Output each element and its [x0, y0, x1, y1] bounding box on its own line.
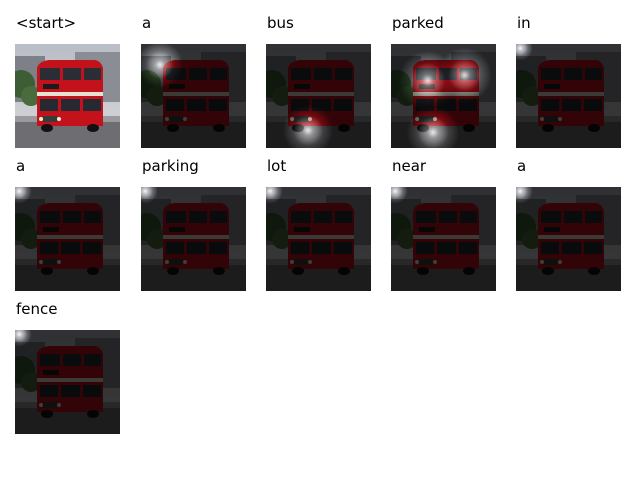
attention-heatmap-image: [516, 187, 621, 291]
caption-word: a: [142, 14, 152, 32]
attention-heatmap-image: [141, 187, 246, 291]
caption-word: near: [392, 157, 427, 175]
attention-spot: [448, 58, 481, 92]
attention-spot: [15, 330, 27, 342]
attention-overlay: [141, 187, 246, 291]
attention-heatmap-image: [141, 44, 246, 148]
caption-word: <start>: [16, 14, 77, 32]
caption-word: in: [517, 14, 531, 32]
caption-word: parked: [392, 14, 444, 32]
attention-heatmap-image: [15, 44, 120, 148]
attention-overlay: [266, 187, 371, 291]
attention-heatmap-image: [391, 44, 496, 148]
attention-spot: [516, 44, 528, 56]
attention-spot: [417, 116, 449, 148]
attention-spot: [15, 187, 27, 199]
attention-spot: [141, 187, 153, 199]
bus: [37, 60, 103, 132]
attention-overlay: [516, 187, 621, 291]
tree: [21, 86, 41, 106]
caption-word: lot: [267, 157, 287, 175]
attention-heatmap-image: [266, 187, 371, 291]
attention-spot: [292, 115, 324, 146]
attention-spot: [266, 187, 278, 199]
attention-overlay: [15, 187, 120, 291]
attention-heatmap-image: [15, 187, 120, 291]
caption-word: a: [517, 157, 527, 175]
attention-overlay: [516, 44, 621, 148]
caption-word: parking: [142, 157, 199, 175]
attention-spot: [410, 62, 446, 99]
attention-spot: [516, 187, 528, 199]
attention-heatmap-image: [391, 187, 496, 291]
attention-heatmap-image: [266, 44, 371, 148]
caption-word: bus: [267, 14, 294, 32]
caption-word: fence: [16, 300, 58, 318]
attention-spot: [146, 50, 174, 79]
attention-spot: [391, 187, 403, 199]
caption-word: a: [16, 157, 26, 175]
attention-heatmap-image: [15, 330, 120, 434]
attention-overlay: [391, 187, 496, 291]
attention-overlay: [15, 330, 120, 434]
attention-heatmap-image: [516, 44, 621, 148]
